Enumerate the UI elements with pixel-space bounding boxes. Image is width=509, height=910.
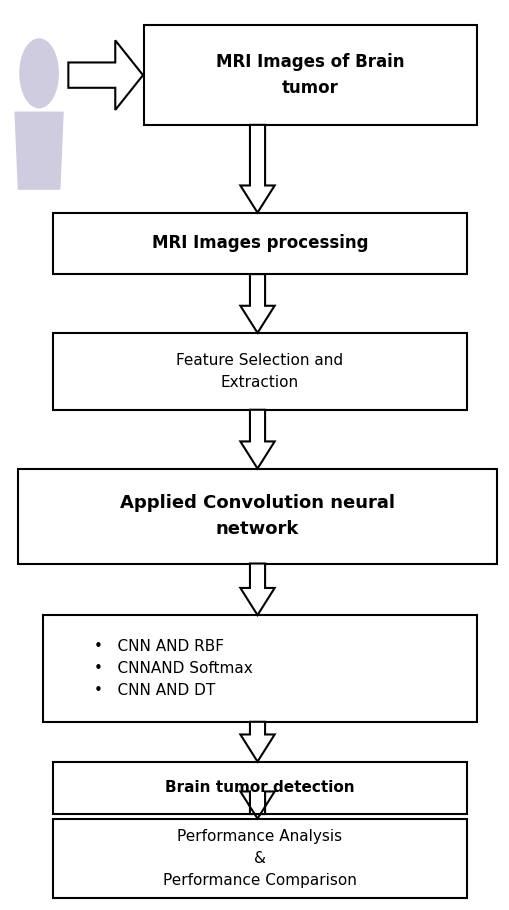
FancyBboxPatch shape	[53, 762, 466, 814]
Polygon shape	[240, 410, 274, 469]
Text: MRI Images of Brain
tumor: MRI Images of Brain tumor	[216, 53, 404, 97]
Polygon shape	[240, 722, 274, 762]
FancyBboxPatch shape	[43, 615, 476, 722]
FancyBboxPatch shape	[144, 25, 476, 125]
Text: Brain tumor detection: Brain tumor detection	[165, 781, 354, 795]
FancyBboxPatch shape	[18, 469, 496, 563]
Text: Applied Convolution neural
network: Applied Convolution neural network	[120, 494, 394, 538]
Polygon shape	[240, 792, 274, 819]
Polygon shape	[68, 40, 143, 110]
FancyBboxPatch shape	[53, 213, 466, 274]
Polygon shape	[240, 125, 274, 213]
Text: Feature Selection and
Extraction: Feature Selection and Extraction	[176, 353, 343, 390]
Polygon shape	[240, 274, 274, 333]
Text: •   CNN AND RBF
•   CNNAND Softmax
•   CNN AND DT: • CNN AND RBF • CNNAND Softmax • CNN AND…	[93, 639, 252, 698]
Text: Performance Analysis
&
Performance Comparison: Performance Analysis & Performance Compa…	[163, 829, 356, 888]
Circle shape	[20, 39, 58, 107]
FancyBboxPatch shape	[53, 819, 466, 898]
Polygon shape	[15, 112, 63, 189]
Text: MRI Images processing: MRI Images processing	[152, 235, 367, 252]
FancyBboxPatch shape	[53, 333, 466, 410]
Polygon shape	[240, 563, 274, 615]
